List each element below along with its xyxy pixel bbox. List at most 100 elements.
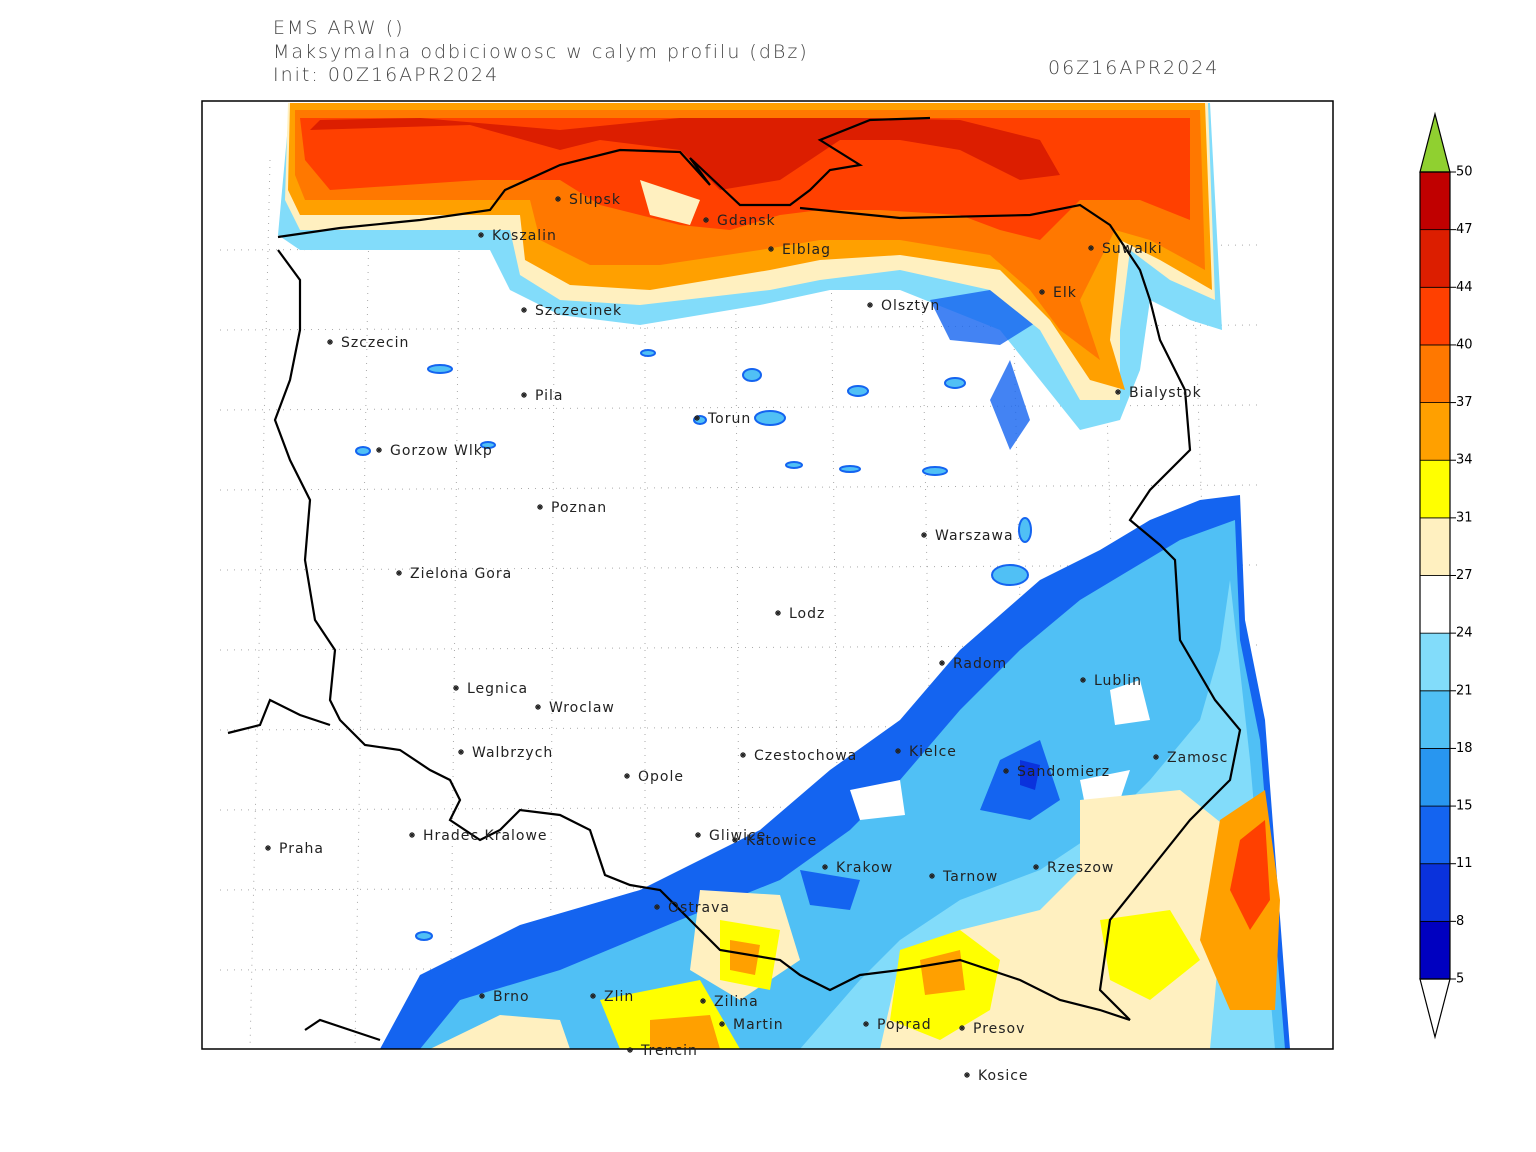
colorbar-label: 40 xyxy=(1456,337,1473,352)
field-title: Maksymalna odbiciowosc w calym profilu (… xyxy=(273,41,809,63)
city-marker xyxy=(863,1021,869,1027)
city-marker xyxy=(959,1025,965,1031)
map-frame xyxy=(201,100,1334,1050)
city-marker xyxy=(895,748,901,754)
city-marker xyxy=(939,660,945,666)
city: Presov xyxy=(959,1021,1025,1037)
colorbar-band xyxy=(1419,690,1451,749)
city-marker xyxy=(458,749,464,755)
valid-time: 06Z16APR2024 xyxy=(1048,57,1219,79)
city: Poznan xyxy=(537,500,607,516)
colorbar-label: 24 xyxy=(1456,626,1473,641)
city: Rzeszow xyxy=(1033,860,1114,876)
city-label: Katowice xyxy=(746,833,817,849)
colorbar-label: 8 xyxy=(1456,914,1464,929)
city-label: Opole xyxy=(638,769,684,785)
city: Kosice xyxy=(964,1068,1029,1084)
city-label: Czestochowa xyxy=(754,748,857,764)
city: Slupsk xyxy=(555,192,621,208)
city-marker xyxy=(700,998,706,1004)
colorbar-label: 18 xyxy=(1456,741,1473,756)
city-marker xyxy=(1088,245,1094,251)
city-label: Wroclaw xyxy=(549,700,615,716)
city-marker xyxy=(768,246,774,252)
city-label: Ostrava xyxy=(668,900,730,916)
city: Zamosc xyxy=(1153,750,1228,766)
city-marker xyxy=(537,504,543,510)
city-label: Kielce xyxy=(909,744,957,760)
colorbar-label: 34 xyxy=(1456,453,1473,468)
city: Gliwice xyxy=(695,828,765,844)
north-echo xyxy=(278,103,1222,450)
city-label: Poznan xyxy=(551,500,607,516)
city-label: Olsztyn xyxy=(881,298,940,314)
city-label: Sandomierz xyxy=(1017,764,1110,780)
city-label: Hradec Kralowe xyxy=(423,828,548,844)
city-label: Presov xyxy=(973,1021,1025,1037)
scattered-cells xyxy=(355,349,1032,941)
city: Gdansk xyxy=(703,213,776,229)
city-marker xyxy=(1003,768,1009,774)
city: Ostrava xyxy=(654,900,730,916)
city-label: Zielona Gora xyxy=(410,566,512,582)
city-label: Zamosc xyxy=(1167,750,1228,766)
colorbar-band xyxy=(1419,805,1451,865)
city-marker xyxy=(590,993,596,999)
city-marker xyxy=(719,1021,725,1027)
city: Olsztyn xyxy=(867,298,940,314)
city-label: Radom xyxy=(953,656,1007,672)
city-marker xyxy=(479,993,485,999)
city-label: Walbrzych xyxy=(472,745,553,761)
city-marker xyxy=(732,837,738,843)
city: Brno xyxy=(479,989,530,1005)
colorbar-band xyxy=(1419,863,1451,922)
colorbar-under xyxy=(1419,978,1451,1040)
city-label: Legnica xyxy=(467,681,528,697)
city: Gorzow Wlkp xyxy=(376,443,492,459)
city-marker xyxy=(740,752,746,758)
city: Kielce xyxy=(895,744,957,760)
init-time: Init: 00Z16APR2024 xyxy=(273,64,499,86)
city-label: Warszawa xyxy=(935,528,1014,544)
city: Katowice xyxy=(732,833,817,849)
city-marker xyxy=(867,302,873,308)
city-marker xyxy=(775,610,781,616)
borders xyxy=(227,116,1242,1042)
city-label: Brno xyxy=(493,989,530,1005)
city: Krakow xyxy=(822,860,893,876)
city-label: Kosice xyxy=(978,1068,1029,1084)
city: Szczecin xyxy=(327,335,408,351)
city-marker xyxy=(1115,389,1121,395)
city: Zilina xyxy=(700,994,759,1010)
city: Tarnow xyxy=(929,869,997,885)
city: Walbrzych xyxy=(458,745,553,761)
colorbar-band xyxy=(1419,171,1451,231)
city-label: Koszalin xyxy=(492,228,557,244)
city: Sandomierz xyxy=(1003,764,1110,780)
city-label: Zilina xyxy=(714,994,759,1010)
colorbar-label: 21 xyxy=(1456,683,1473,698)
city-marker xyxy=(555,196,561,202)
city-label: Rzeszow xyxy=(1047,860,1114,876)
city-marker xyxy=(1153,754,1159,760)
city: Lodz xyxy=(775,606,824,622)
city-marker xyxy=(1080,677,1086,683)
city-label: Krakow xyxy=(836,860,893,876)
city: Zielona Gora xyxy=(396,566,512,582)
colorbar-over xyxy=(1419,111,1451,173)
city-marker xyxy=(521,307,527,313)
city: Lublin xyxy=(1080,673,1142,689)
city-label: Trencin xyxy=(640,1043,698,1059)
colorbar-band xyxy=(1419,229,1451,288)
city: Zlin xyxy=(590,989,634,1005)
city-label: Zlin xyxy=(604,989,634,1005)
city-marker xyxy=(1039,289,1045,295)
city-marker xyxy=(409,832,415,838)
city: Poprad xyxy=(863,1017,931,1033)
city-label: Slupsk xyxy=(569,192,621,208)
city: Czestochowa xyxy=(740,748,857,764)
city: Koszalin xyxy=(478,228,557,244)
city-label: Lublin xyxy=(1094,673,1142,689)
city: Radom xyxy=(939,656,1007,672)
city-label: Gdansk xyxy=(717,213,776,229)
